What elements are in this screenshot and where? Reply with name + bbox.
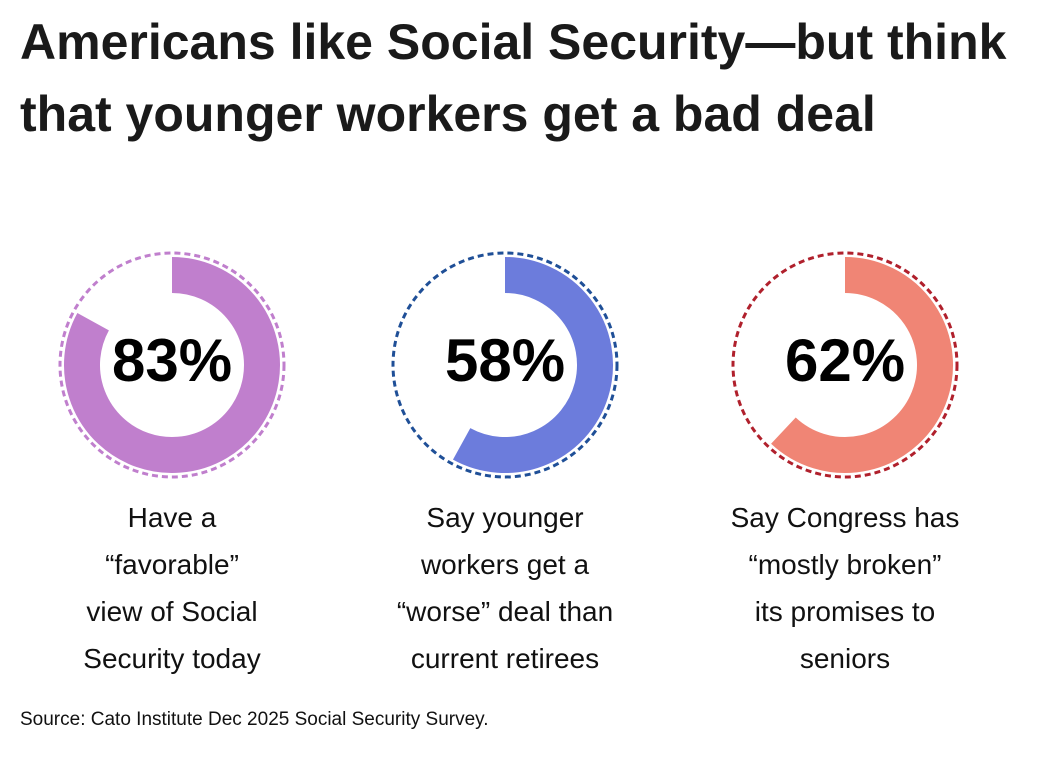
category-label: Say Congress has “mostly broken” its pro…	[730, 502, 960, 674]
donut-arc	[771, 257, 953, 473]
source-note: Source: Cato Institute Dec 2025 Social S…	[20, 709, 489, 730]
chart: 83% 58% 62%	[58, 251, 959, 479]
value-label: 83%	[112, 327, 232, 394]
ring-outline	[58, 251, 286, 479]
value-label: 62%	[785, 327, 905, 394]
ring-outline	[391, 251, 619, 479]
donut-arc	[452, 257, 613, 473]
ring-outline	[731, 251, 959, 479]
category-label: Say younger workers get a “worse” deal t…	[396, 502, 614, 674]
category-label: Have a “favorable” view of Social Securi…	[83, 502, 261, 674]
chart-title: Americans like Social Security—but think…	[20, 14, 1007, 142]
donut-arc	[64, 257, 280, 473]
value-label: 58%	[445, 327, 565, 394]
